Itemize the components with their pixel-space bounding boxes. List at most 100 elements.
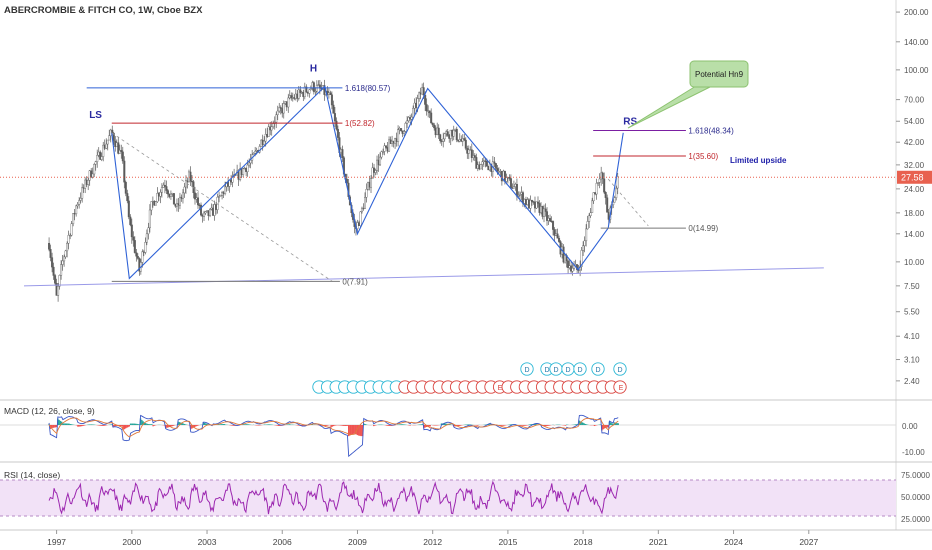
dividend-letter: D	[617, 367, 622, 374]
candle	[147, 222, 150, 240]
candle	[546, 207, 549, 226]
candle	[370, 175, 373, 193]
candle	[124, 180, 127, 197]
candle	[598, 173, 601, 189]
candle	[406, 115, 409, 128]
candle	[172, 193, 175, 205]
candle	[108, 129, 111, 141]
candle	[106, 139, 109, 151]
price-tick-label: 10.00	[904, 258, 925, 267]
candle	[263, 136, 266, 147]
fib-label-rs-mid: 1(35.60)	[688, 152, 718, 161]
price-tick-label: 54.00	[904, 117, 925, 126]
dividend-marker[interactable]: D	[573, 362, 587, 376]
candle	[100, 152, 103, 162]
candle	[556, 228, 559, 239]
time-tick-label: 2006	[273, 537, 292, 547]
candle	[383, 142, 386, 156]
price-tick-label: 100.00	[904, 66, 929, 75]
time-axis[interactable]: 1997 2000 2003 2006 2009 2012 2015 2018 2021 2024…	[47, 530, 819, 547]
candle	[314, 87, 317, 96]
candle	[52, 262, 55, 280]
candle	[218, 191, 221, 203]
candle	[552, 220, 555, 236]
dividend-marker[interactable]: D	[591, 362, 605, 376]
candle	[589, 207, 592, 218]
last-price-tag	[897, 170, 932, 184]
candle	[78, 196, 81, 209]
rsi-tick-25: 25.0000	[901, 515, 930, 524]
earnings-marker-red[interactable]	[613, 380, 627, 394]
candle	[72, 212, 75, 227]
candle	[213, 200, 216, 221]
candle	[397, 125, 400, 147]
candle	[219, 194, 222, 197]
candle	[141, 249, 144, 268]
candle	[126, 189, 129, 204]
dividend-marker[interactable]: D	[520, 362, 534, 376]
right-shoulder-label: RS	[623, 116, 637, 127]
candle	[163, 179, 166, 194]
candle	[463, 134, 466, 142]
dividend-marker[interactable]: D	[549, 362, 563, 376]
candle	[67, 230, 70, 250]
candle	[248, 158, 251, 168]
candle	[455, 126, 458, 143]
dividend-marker[interactable]: D	[613, 362, 627, 376]
candle	[544, 203, 547, 217]
time-tick-label: 2003	[198, 537, 217, 547]
candle	[558, 235, 561, 243]
candle	[159, 189, 162, 204]
candle	[442, 132, 445, 148]
candle	[270, 121, 273, 136]
candle	[49, 244, 52, 262]
fib-label-zero-left: 0(7.91)	[342, 277, 368, 286]
potential-callout[interactable]: Potential Hn9	[627, 60, 749, 129]
candle	[94, 160, 97, 171]
candle	[530, 199, 533, 206]
candle	[360, 206, 363, 214]
price-tick-label: 70.00	[904, 96, 925, 105]
candle	[329, 90, 332, 95]
candle	[341, 145, 344, 162]
price-tick-label: 140.00	[904, 38, 929, 47]
candle	[133, 236, 136, 254]
macd-tick-minus10: -10.00	[902, 448, 925, 457]
candle	[374, 168, 377, 176]
candle	[102, 141, 105, 162]
candle	[69, 233, 72, 240]
candle	[481, 158, 484, 171]
time-tick-label: 2024	[724, 537, 743, 547]
candle	[379, 152, 382, 166]
candle	[61, 255, 64, 271]
candle	[272, 120, 275, 129]
candle	[418, 91, 421, 102]
candle	[606, 194, 609, 213]
dividend-letter: D	[553, 367, 558, 374]
event-markers[interactable]: E ED D D D D D D	[312, 362, 627, 394]
candle	[505, 173, 508, 185]
candle	[209, 208, 212, 218]
candle	[475, 153, 478, 169]
candle	[48, 237, 51, 252]
candle	[278, 102, 281, 113]
head-label: H	[310, 64, 317, 75]
macd-label: MACD (12, 26, close, 9)	[4, 406, 95, 416]
candle	[553, 227, 556, 242]
dividend-letter: D	[544, 367, 549, 374]
candle	[127, 196, 130, 220]
chart-title: ABERCROMBIE & FITCH CO, 1W, Cboe BZX	[4, 5, 203, 16]
candle	[121, 146, 124, 164]
candle	[582, 241, 585, 257]
candle	[470, 143, 473, 163]
macd-signal-line	[48, 417, 619, 438]
rsi-tick-75: 75.0000	[901, 471, 930, 480]
candle	[279, 105, 282, 115]
price-tick-label: 18.00	[904, 209, 925, 218]
price-axis[interactable]: 200.00 140.00 100.00 70.00 54.00 42.00 32.00 24…	[896, 8, 929, 386]
candle	[583, 236, 586, 253]
candle	[184, 175, 187, 194]
dividend-marker[interactable]: D	[561, 362, 575, 376]
head-shoulders-pattern	[23, 85, 824, 287]
